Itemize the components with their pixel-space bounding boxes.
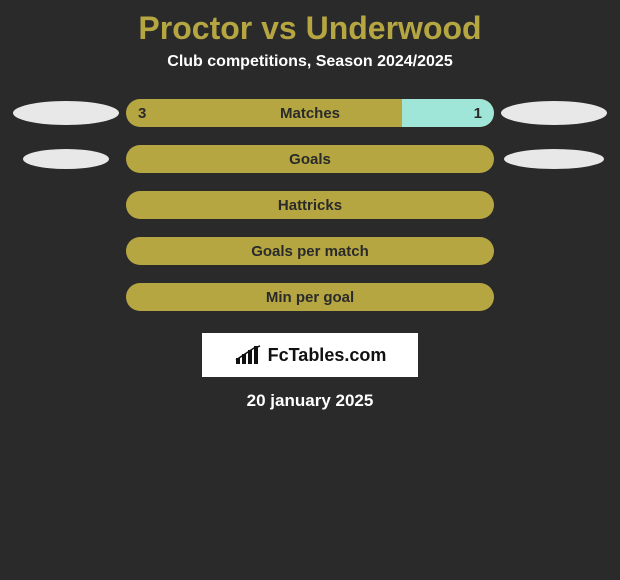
left-side (6, 149, 126, 169)
page-title: Proctor vs Underwood (0, 0, 620, 53)
stat-label: Goals per match (126, 237, 494, 265)
left-ellipse (23, 149, 109, 169)
left-ellipse (13, 101, 119, 125)
stat-label: Goals (126, 145, 494, 173)
stat-bar: Goals per match (126, 237, 494, 265)
site-logo: FcTables.com (202, 333, 418, 377)
stats-rows: 31Matches Goals Hattricks Goals per match Mi… (0, 99, 620, 311)
logo-text: FcTables.com (268, 345, 387, 366)
stat-bar: Min per goal (126, 283, 494, 311)
stat-bar: Hattricks (126, 191, 494, 219)
right-side (494, 101, 614, 125)
page-date: 20 january 2025 (0, 391, 620, 411)
stat-row: Goals per match (6, 237, 614, 265)
right-ellipse (501, 101, 607, 125)
page-subtitle: Club competitions, Season 2024/2025 (0, 53, 620, 99)
right-ellipse (504, 149, 604, 169)
bar-chart-icon (234, 344, 262, 366)
stat-label: Min per goal (126, 283, 494, 311)
stat-row: Hattricks (6, 191, 614, 219)
stat-bar: Goals (126, 145, 494, 173)
left-side (6, 101, 126, 125)
stat-label: Matches (126, 99, 494, 127)
right-side (494, 149, 614, 169)
stat-bar: 31Matches (126, 99, 494, 127)
stat-row: Min per goal (6, 283, 614, 311)
stat-row: Goals (6, 145, 614, 173)
stat-row: 31Matches (6, 99, 614, 127)
stat-label: Hattricks (126, 191, 494, 219)
